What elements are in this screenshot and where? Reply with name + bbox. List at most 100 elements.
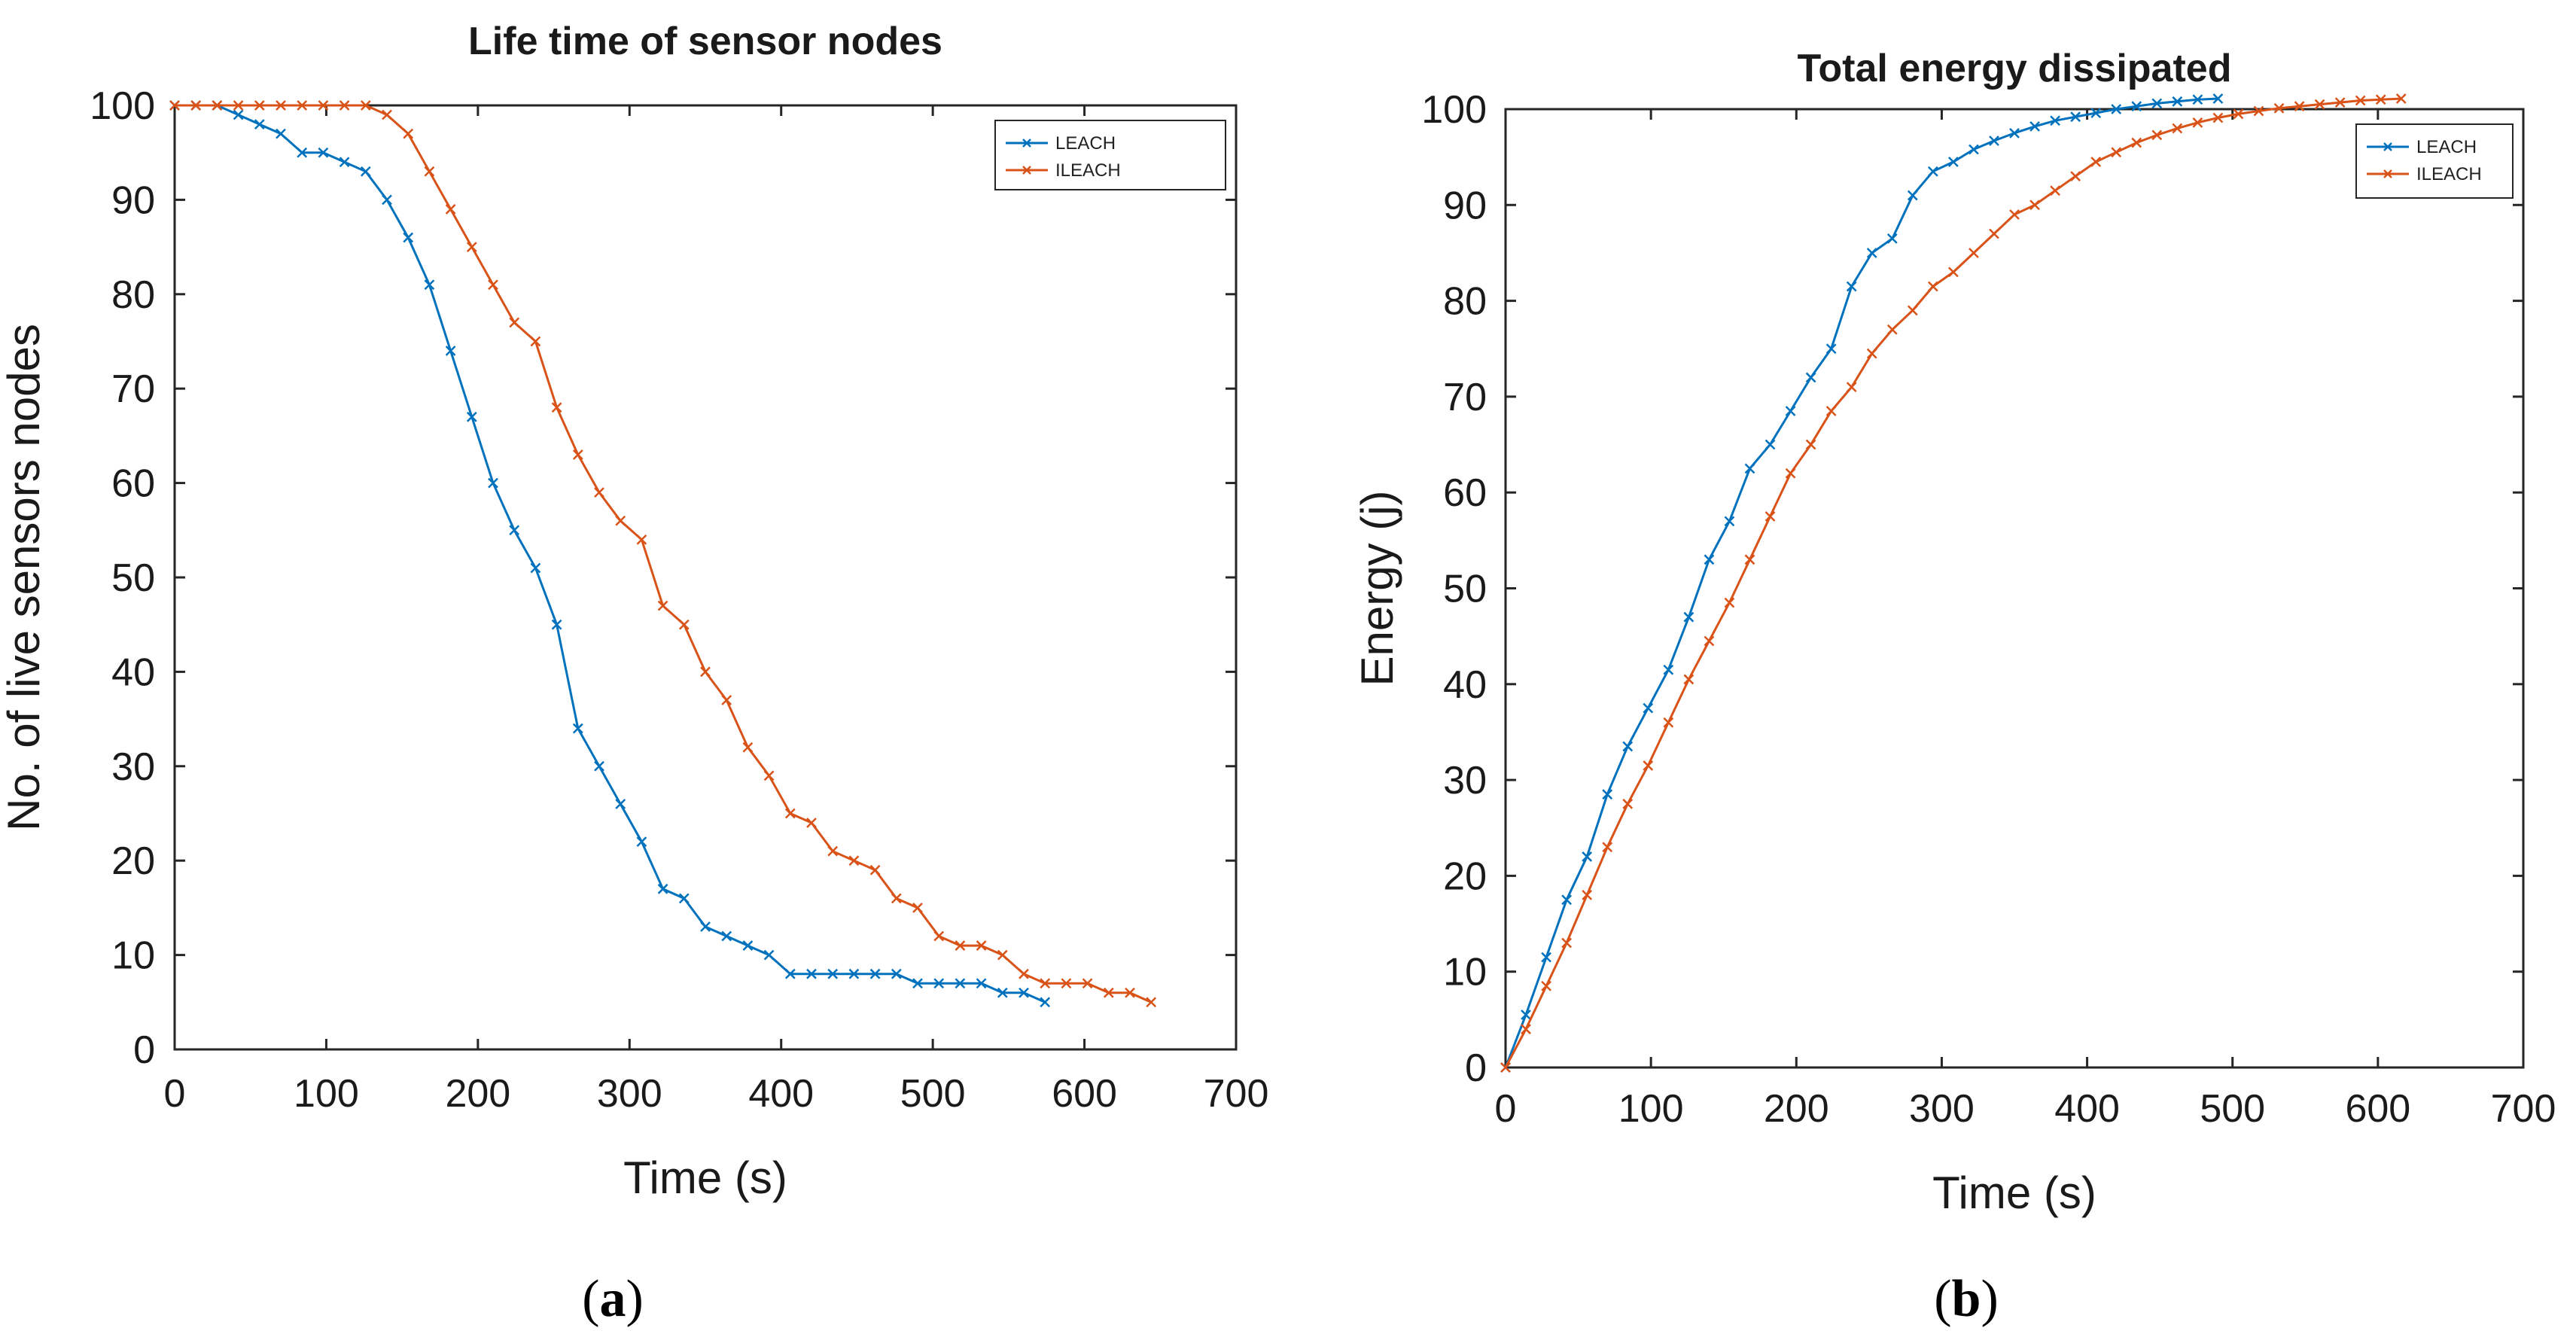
y-tick-label: 20 (1443, 854, 1487, 898)
x-axis-label-a: Time (s) (623, 1153, 787, 1203)
data-point-marker (572, 723, 583, 734)
data-point-marker (2375, 94, 2386, 105)
data-point-marker (763, 770, 775, 781)
data-point-marker (1704, 554, 1715, 565)
data-point-marker (1561, 937, 1573, 949)
data-point-marker (1082, 978, 1093, 989)
data-point-marker (1846, 281, 1857, 292)
data-point-marker (1785, 406, 1796, 416)
data-point-marker (318, 147, 329, 158)
y-tick-label: 10 (1443, 951, 1487, 994)
data-point-marker (382, 109, 392, 120)
data-point-marker (318, 100, 329, 111)
data-point-marker (382, 194, 392, 206)
data-point-marker (509, 525, 520, 536)
data-point-marker (339, 100, 350, 111)
data-point-marker (1582, 889, 1593, 900)
data-point-marker (2192, 94, 2203, 105)
y-tick-label: 20 (111, 839, 155, 883)
x-tick-label: 100 (294, 1072, 359, 1116)
data-point-marker (1846, 382, 1857, 393)
data-point-marker (912, 978, 923, 989)
y-tick-label: 30 (1443, 759, 1487, 802)
svg-text:(a): (a) (582, 1270, 644, 1328)
legend-b: LEACH ILEACH (2355, 123, 2514, 199)
data-point-marker (551, 619, 562, 630)
x-axis-label-b: Time (s) (1932, 1168, 2096, 1218)
data-point-marker (1744, 554, 1755, 565)
data-point-marker (1622, 799, 1634, 809)
y-tick-label: 50 (111, 556, 155, 600)
y-tick-label: 50 (1443, 568, 1487, 611)
legend-marker-leach (1022, 139, 1031, 148)
data-point-marker (1521, 1010, 1531, 1020)
x-tick-label: 200 (445, 1072, 510, 1116)
series-line-leach (1504, 97, 2218, 1068)
data-point-marker (784, 968, 796, 979)
legend-label-ileach: ILEACH (2416, 164, 2482, 184)
data-point-marker (2192, 117, 2203, 128)
data-point-marker (190, 100, 202, 111)
data-point-marker (530, 336, 541, 347)
data-point-marker (615, 799, 626, 809)
data-point-marker (721, 695, 732, 705)
x-tick-label: 500 (900, 1072, 966, 1116)
data-point-marker (2009, 209, 2020, 220)
data-point-marker (2131, 101, 2142, 112)
y-axis-label-b: Energy (j) (1352, 490, 1402, 686)
data-point-marker (2111, 104, 2122, 114)
data-point-marker (360, 100, 371, 111)
x-tick-label: 700 (1204, 1072, 1269, 1116)
data-point-marker (1146, 997, 1157, 1008)
data-point-marker (1947, 157, 1959, 167)
data-point-marker (594, 487, 604, 498)
data-point-marker (1663, 664, 1674, 675)
x-tick-label: 600 (1052, 1072, 1117, 1116)
data-point-marker (848, 855, 860, 866)
data-point-marker (424, 166, 435, 177)
data-point-marker (2070, 171, 2081, 181)
data-point-marker (2151, 129, 2163, 141)
data-point-marker (1989, 228, 1999, 239)
data-point-marker (848, 968, 860, 979)
data-point-marker (1805, 439, 1816, 450)
data-point-marker (806, 818, 817, 828)
y-tick-label: 100 (1421, 88, 1487, 132)
y-tick-label: 40 (1443, 663, 1487, 707)
y-tick-label: 30 (111, 745, 155, 789)
data-point-marker (339, 157, 350, 168)
data-point-marker (2355, 95, 2366, 106)
caption-b: (b) (1934, 1270, 1999, 1328)
data-point-marker (233, 109, 244, 120)
svg-text:(b): (b) (1934, 1270, 1999, 1328)
data-point-marker (1622, 741, 1634, 752)
data-point-marker (297, 147, 308, 158)
data-point-marker (636, 836, 647, 848)
data-point-marker (2029, 199, 2040, 211)
x-tick-label: 400 (748, 1072, 814, 1116)
data-point-marker (1969, 248, 1979, 258)
data-point-marker (233, 100, 244, 111)
data-point-marker (1947, 266, 1959, 278)
data-point-marker (2212, 112, 2224, 123)
data-point-marker (1521, 1024, 1531, 1034)
data-point-marker (2253, 105, 2264, 117)
data-point-marker (933, 930, 945, 942)
data-point-marker (2395, 93, 2407, 104)
data-point-marker (1927, 281, 1938, 292)
data-point-marker (297, 100, 308, 111)
x-tick-label: 0 (164, 1072, 186, 1116)
y-axis-label-a: No. of live sensors nodes (0, 324, 49, 831)
data-point-marker (1744, 463, 1755, 474)
data-point-marker (1019, 968, 1029, 979)
x-tick-label: 700 (2491, 1087, 2556, 1131)
data-point-marker (955, 940, 966, 951)
data-point-marker (424, 279, 435, 291)
legend-label-leach: LEACH (1055, 133, 1116, 154)
caption-a-letter: a (600, 1270, 626, 1328)
data-point-marker (700, 666, 711, 678)
data-point-marker (2334, 97, 2346, 108)
data-point-marker (1500, 1062, 1511, 1073)
data-point-marker (1663, 717, 1674, 728)
